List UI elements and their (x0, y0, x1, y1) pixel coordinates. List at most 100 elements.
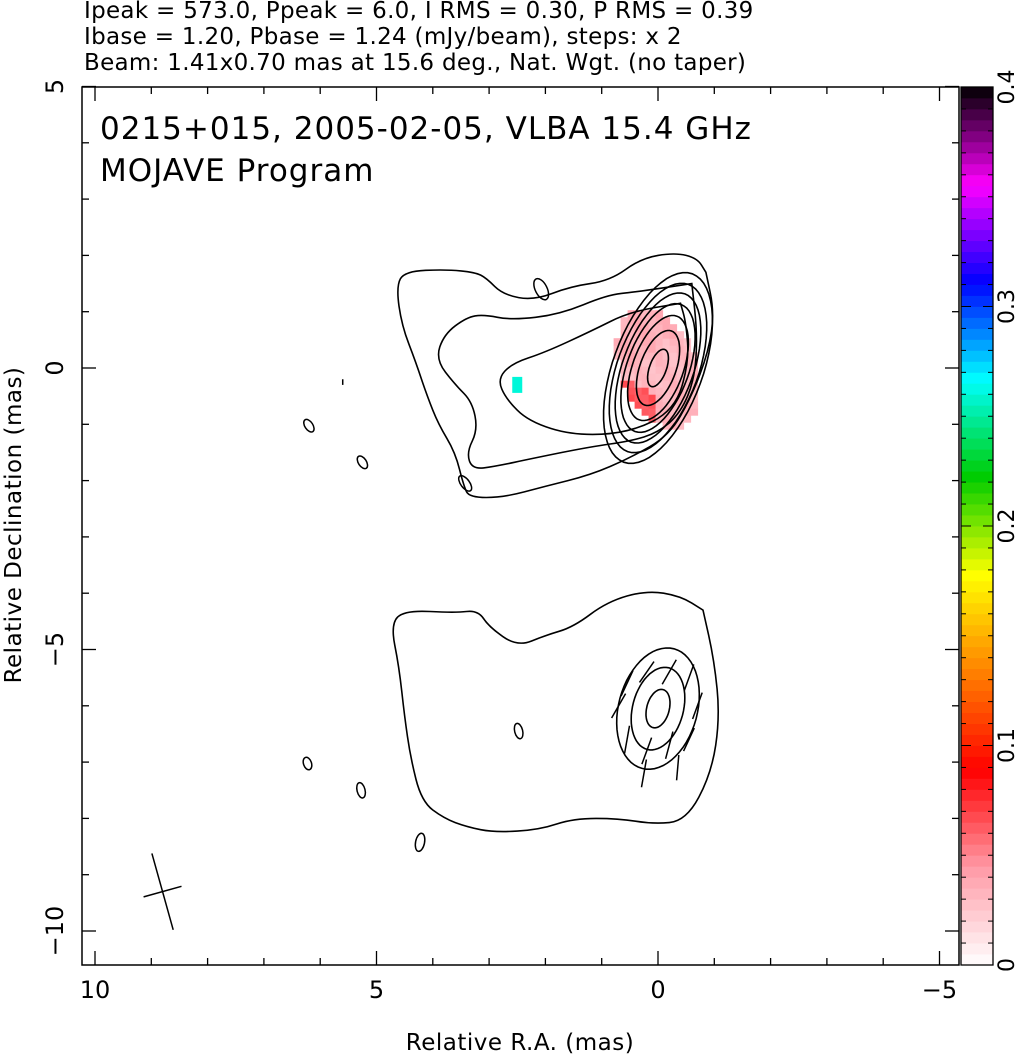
noise-contour (457, 474, 473, 492)
pol-pixel (634, 359, 643, 367)
pol-pixel (634, 331, 643, 339)
pol-pixel (641, 408, 650, 416)
colorbar-step (961, 954, 993, 966)
colorbar-step (961, 646, 993, 659)
colorbar-step (961, 723, 993, 735)
pol-pixel (627, 373, 636, 381)
lower-core-contour (615, 647, 701, 770)
pol-pixel (676, 338, 685, 346)
pol-pixel (648, 345, 657, 353)
pol-pixel (662, 394, 671, 402)
evpa-vector (638, 661, 655, 683)
evpa-vector (691, 692, 703, 720)
pol-pixel (676, 415, 685, 423)
colorbar-tick-label: 0.2 (995, 509, 1020, 544)
core-contour (620, 302, 696, 434)
colorbar-step (961, 383, 993, 395)
source-title: 0215+015, 2005-02-05, VLBA 15.4 GHz (100, 111, 752, 147)
pol-pixel (683, 380, 692, 388)
colorbar-step (961, 613, 993, 626)
y-tick-label: 5 (41, 79, 69, 94)
pol-pixel (627, 310, 636, 318)
pol-pixel (655, 359, 664, 367)
pol-pixel (620, 380, 629, 388)
pol-pixel (627, 338, 636, 346)
y-axis-title: Relative Declination (mas) (1, 366, 27, 684)
jet-contour (437, 282, 698, 469)
colorbar-step (961, 427, 993, 439)
pol-pixel (655, 310, 664, 318)
pol-pixel (662, 373, 671, 381)
colorbar-step (961, 394, 993, 406)
pol-pixel (634, 310, 643, 318)
colorbar-step (961, 701, 993, 713)
pol-pixel (627, 345, 636, 353)
colorbar-step (961, 438, 993, 450)
colorbar-step (961, 251, 993, 264)
colorbar-step (961, 866, 993, 878)
noise-contour (533, 277, 550, 301)
pol-pixel (655, 366, 664, 374)
y-tick-label: −10 (41, 906, 69, 957)
pol-pixel (676, 366, 685, 374)
lower-outer-contour (392, 591, 720, 833)
colorbar-step (961, 767, 993, 779)
pol-pixel (690, 359, 699, 367)
evpa-vector (620, 670, 634, 697)
pol-pixel (669, 331, 678, 339)
colorbar-step (961, 97, 993, 110)
pol-pixel (655, 401, 664, 409)
evpa-vector (640, 759, 648, 788)
pol-pixel (669, 387, 678, 395)
pol-pixel (634, 352, 643, 360)
evpa-vector (664, 731, 674, 759)
colorbar-step (961, 668, 993, 681)
colorbar-step (961, 163, 993, 176)
colorbar-step (961, 899, 993, 911)
pol-pixel (620, 331, 629, 339)
noise-contour (303, 418, 315, 433)
core-contour (614, 292, 702, 444)
pol-pixel (669, 352, 678, 360)
pol-pixel (683, 415, 692, 423)
pol-pixel (676, 422, 685, 430)
colorbar-step (961, 328, 993, 340)
pol-pixel (641, 324, 650, 332)
pol-pixel (662, 317, 671, 325)
pol-pixel (676, 352, 685, 360)
pol-pixel (662, 331, 671, 339)
pol-pixel (641, 352, 650, 360)
pol-pixel (690, 380, 699, 388)
pol-pixel (641, 387, 650, 395)
pol-pixel (634, 373, 643, 381)
pol-pixel (669, 394, 678, 402)
colorbar-tick-label: 0.3 (995, 289, 1020, 324)
pol-pixel (669, 408, 678, 416)
core-contour (602, 271, 714, 465)
lower-noise-contour (355, 781, 367, 799)
pol-pixel (648, 366, 657, 374)
pol-pixel (627, 352, 636, 360)
colorbar-step (961, 635, 993, 648)
colorbar-step (961, 690, 993, 703)
program-title: MOJAVE Program (100, 153, 375, 189)
colorbar-step (961, 141, 993, 154)
pol-pixel (669, 380, 678, 388)
colorbar-step (961, 130, 993, 143)
pol-pixel (620, 317, 629, 325)
pol-pixel (648, 359, 657, 367)
pol-pixel (620, 359, 629, 367)
colorbar-step (961, 174, 993, 187)
colorbar-step (961, 152, 993, 165)
pol-pixel (669, 338, 678, 346)
pol-pixel (683, 401, 692, 409)
colorbar-step (961, 119, 993, 132)
colorbar-step (961, 262, 993, 274)
colorbar-step (961, 196, 993, 209)
pol-pixel (648, 408, 657, 416)
x-tick-label: −5 (922, 976, 957, 1004)
colorbar-step (961, 558, 993, 571)
pol-pixel (648, 387, 657, 395)
pol-pixel (641, 310, 650, 318)
